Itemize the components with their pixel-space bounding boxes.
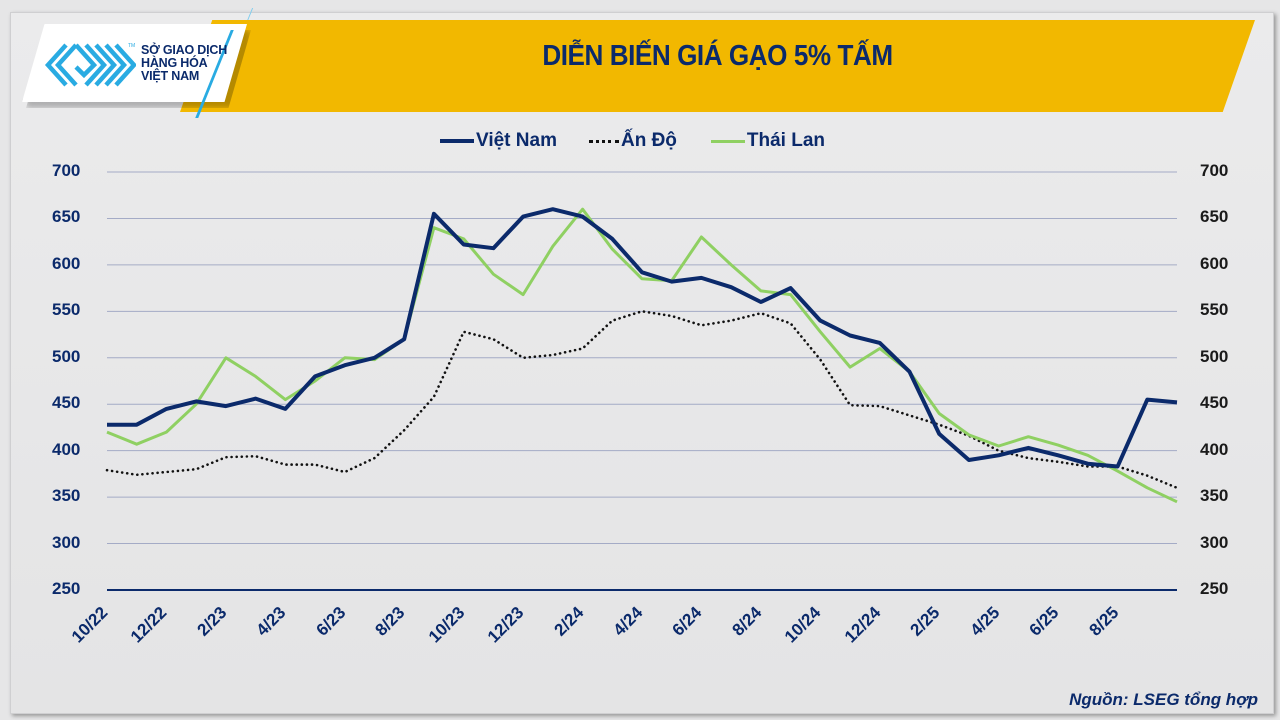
line-india <box>105 309 1179 490</box>
legend-label-thailand: Thái Lan <box>746 130 826 151</box>
legend-swatch-vietnam <box>440 139 474 143</box>
legend-label-india: Ấn Độ <box>620 130 677 151</box>
legend-label-vietnam: Việt Nam <box>476 130 557 151</box>
chart-title: DIỄN BIẾN GIÁ GẠO 5% TẤM <box>542 40 893 72</box>
chart-legend: Việt Nam Ấn Độ Thái Lan <box>440 130 825 152</box>
y-tick-left: 400 <box>52 439 81 459</box>
logo-text: SỞ GIAO DỊCH HÀNG HÓA VIỆT NAM <box>141 44 227 83</box>
legend-item-thailand: Thái Lan <box>710 130 826 152</box>
legend-swatch-india <box>588 139 619 143</box>
y-tick-right: 650 <box>1200 207 1229 227</box>
legend-item-india: Ấn Độ <box>588 130 677 152</box>
y-tick-left: 450 <box>52 393 81 413</box>
y-tick-right: 550 <box>1200 300 1229 320</box>
y-tick-right: 400 <box>1200 439 1229 459</box>
y-tick-right: 300 <box>1200 532 1229 552</box>
y-tick-right: 700 <box>1200 161 1229 180</box>
title-banner <box>180 20 1255 112</box>
legend-item-vietnam: Việt Nam <box>440 130 557 152</box>
y-tick-left: 650 <box>52 207 81 227</box>
logo-trademark: TM <box>128 43 136 49</box>
y-tick-right: 600 <box>1200 253 1229 273</box>
y-tick-left: 300 <box>52 532 81 552</box>
source-note: Nguồn: LSEG tổng hợp <box>1069 690 1258 709</box>
logo-line-3: VIỆT NAM <box>141 69 200 83</box>
legend-swatch-thailand <box>710 139 745 143</box>
logo-mark-icon <box>44 43 136 87</box>
y-tick-left: 250 <box>52 579 81 598</box>
y-tick-right: 500 <box>1200 346 1229 366</box>
y-tick-right: 450 <box>1200 393 1229 413</box>
y-tick-left: 350 <box>52 486 81 506</box>
logo-line-2: HÀNG HÓA <box>141 56 208 70</box>
line-vietnam <box>107 207 1178 469</box>
y-tick-left: 550 <box>52 300 81 320</box>
y-tick-left: 600 <box>52 253 81 273</box>
y-tick-right: 250 <box>1200 579 1229 598</box>
y-tick-right: 350 <box>1200 486 1229 506</box>
logo-line-1: SỞ GIAO DỊCH <box>141 43 228 57</box>
y-tick-left: 700 <box>52 161 81 180</box>
y-tick-left: 500 <box>52 346 81 366</box>
chart-frame <box>10 12 1274 714</box>
line-thailand <box>106 207 1178 504</box>
